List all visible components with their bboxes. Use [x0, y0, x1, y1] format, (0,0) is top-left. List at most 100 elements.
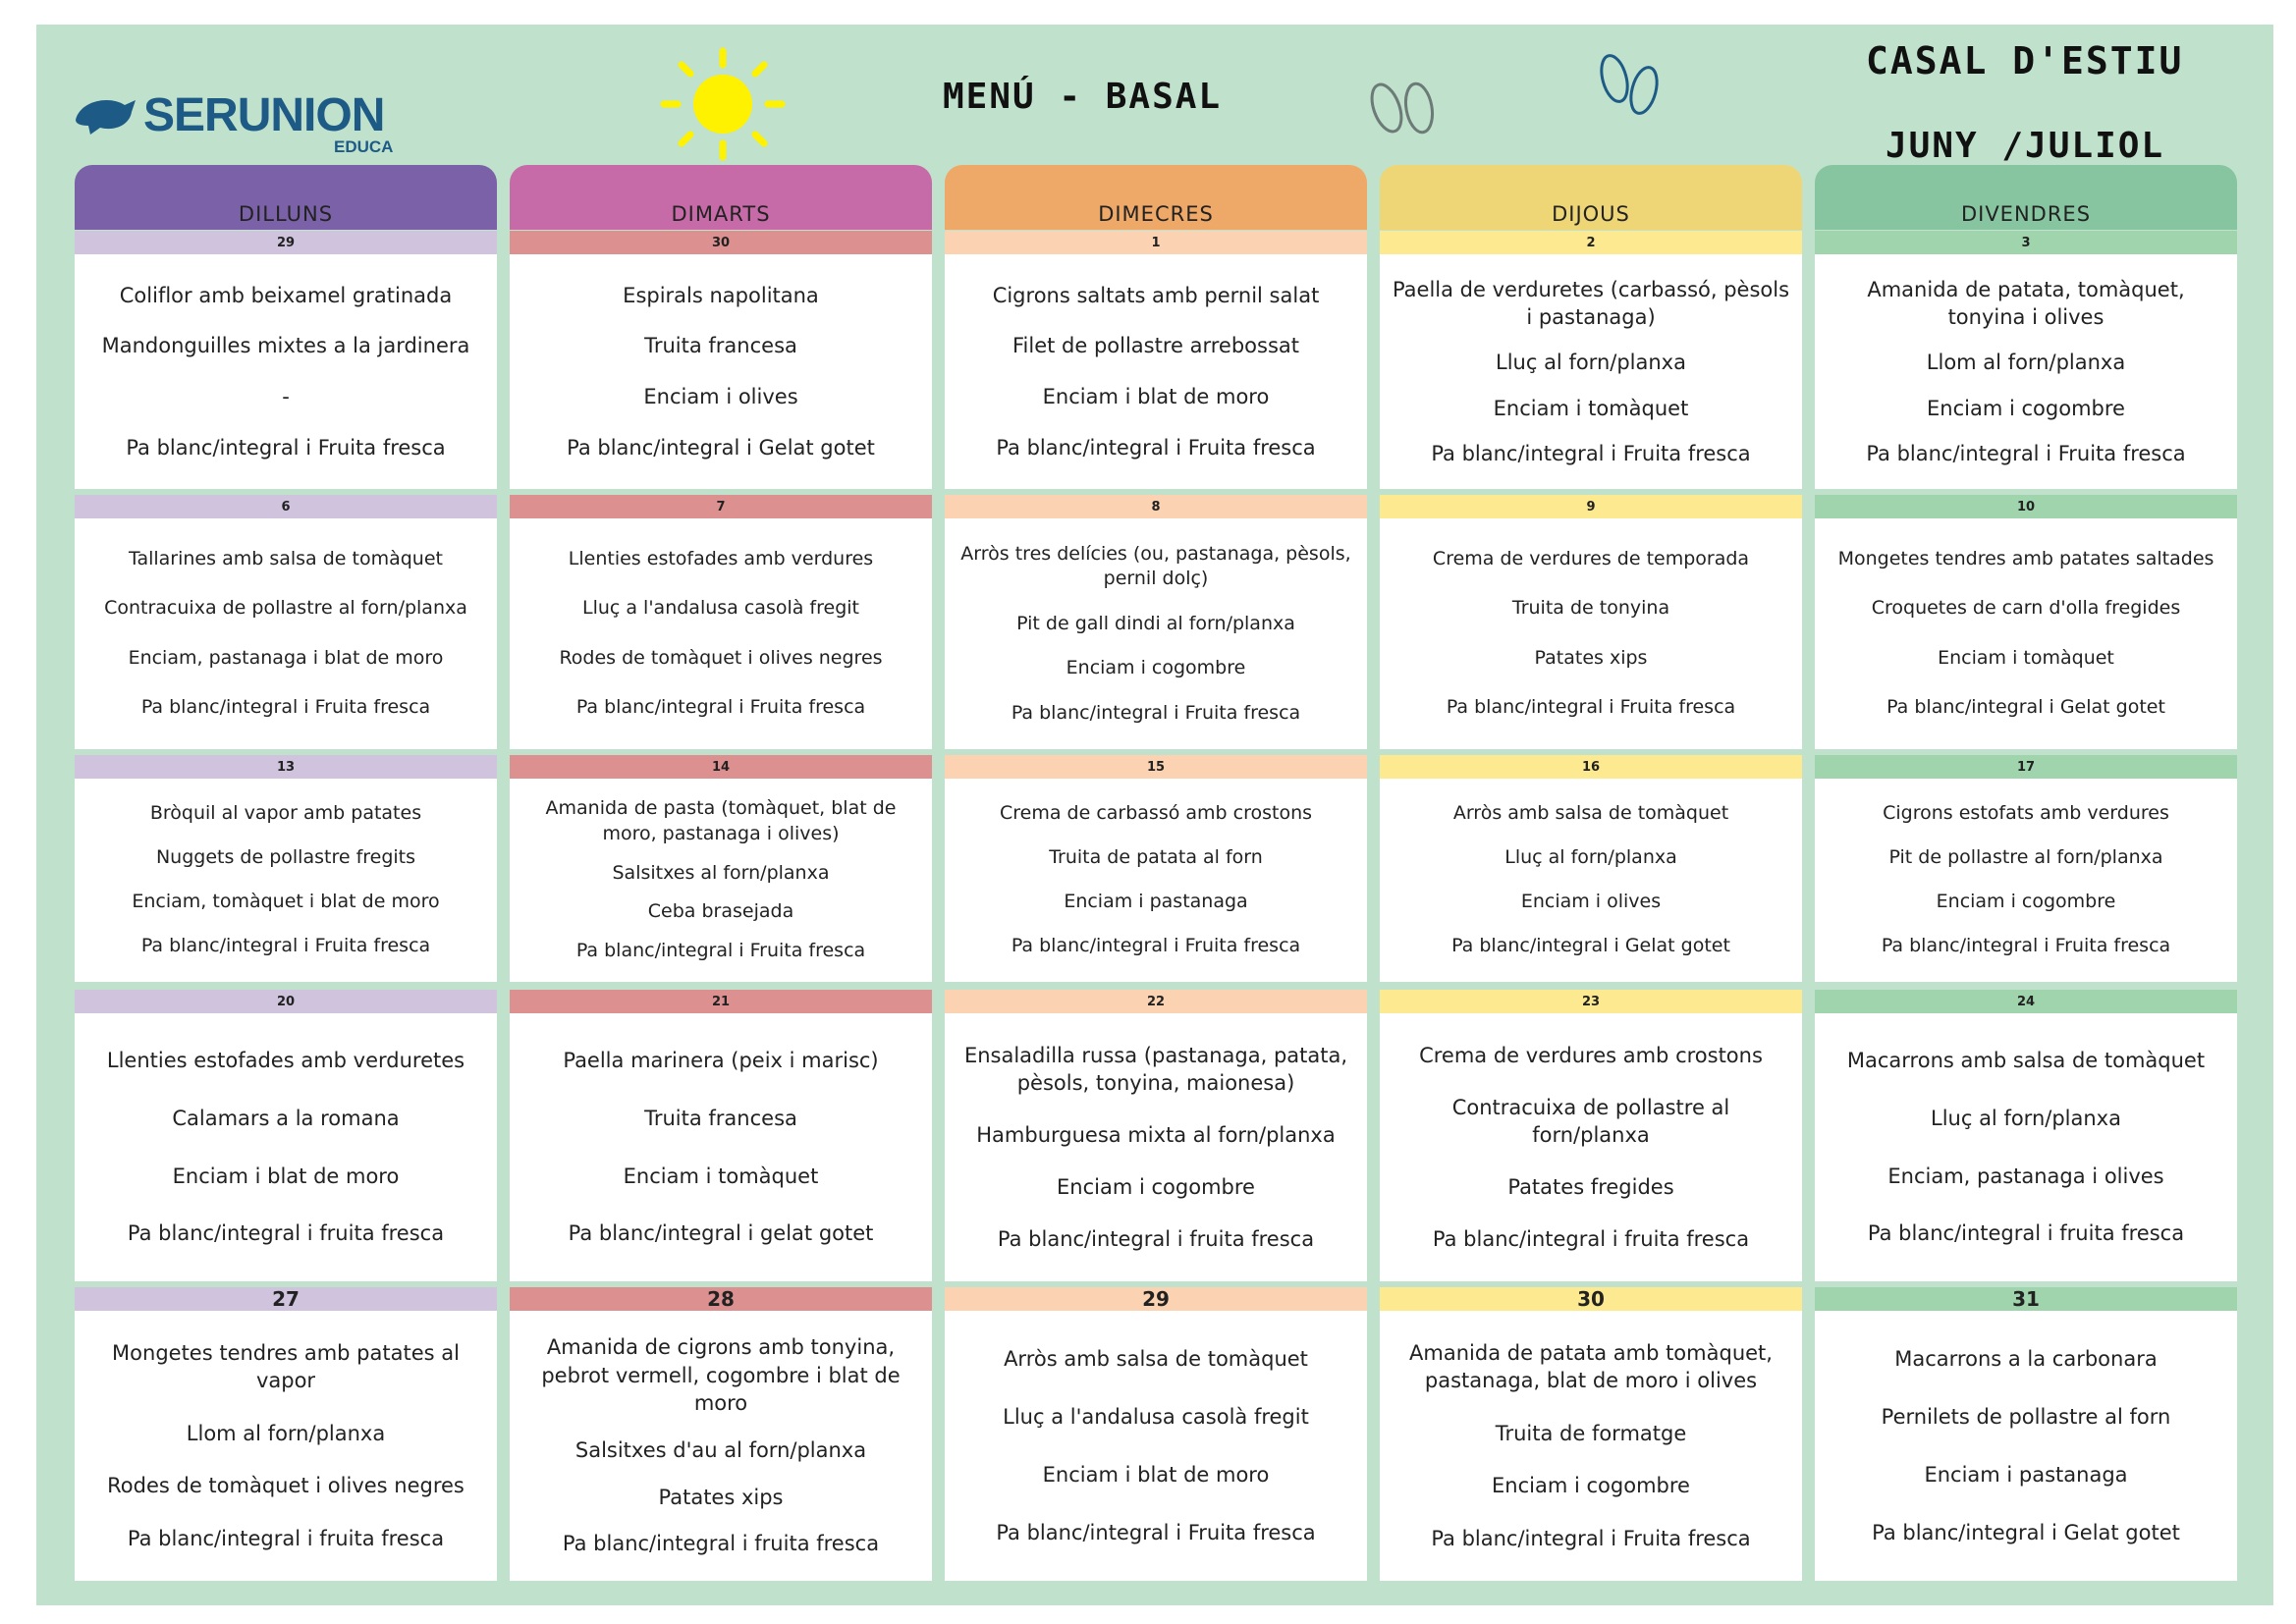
dish: Lluç al forn/planxa — [1504, 846, 1677, 869]
dish: Lluç al forn/planxa — [1931, 1106, 2121, 1130]
dish: Pa blanc/integral i Fruita fresca — [126, 436, 446, 460]
dish: Pa blanc/integral i Fruita fresca — [1011, 935, 1301, 957]
day-cell: Cigrons estofats amb verdures Pit de poll… — [1815, 779, 2237, 982]
dish: Pa blanc/integral i Fruita fresca — [1446, 696, 1736, 719]
dish: Pa blanc/integral i Gelat gotet — [1886, 696, 2165, 719]
dish: Pa blanc/integral i Fruita fresca — [996, 1520, 1316, 1544]
day-cell: Paella de verduretes (carbassó, pèsols i… — [1380, 254, 1802, 489]
dish: Pa blanc/integral i Gelat gotet — [567, 436, 875, 460]
dish: Enciam i cogombre — [1057, 1175, 1255, 1199]
date-bar: 30 — [510, 231, 932, 254]
dish: Rodes de tomàquet i olives negres — [107, 1474, 465, 1498]
dish: Pa blanc/integral i Fruita fresca — [140, 935, 431, 957]
dish: Salsitxes al forn/planxa — [612, 861, 830, 884]
day-header: DIMARTS — [510, 165, 932, 230]
date-bar: 24 — [1815, 990, 2237, 1013]
sun — [660, 47, 786, 161]
dish: Pa blanc/integral i fruita fresca — [1867, 1221, 2185, 1246]
date-bar: 28 — [510, 1287, 932, 1311]
dish: Pa blanc/integral i Fruita fresca — [1431, 441, 1751, 465]
day-cell: Mongetes tendres amb patates saltades Cro… — [1815, 518, 2237, 749]
dish: Lluç a l'andalusa casolà fregit — [581, 597, 859, 620]
dish: Enciam i cogombre — [1492, 1474, 1690, 1498]
day-cell: Tallarines amb salsa de tomàquet Contracu… — [75, 518, 497, 749]
day-header: DILLUNS — [75, 165, 497, 230]
dish: Enciam i tomàquet — [1493, 396, 1689, 420]
dish: Enciam, pastanaga i blat de moro — [128, 646, 444, 669]
date-bar: 27 — [75, 1287, 497, 1311]
date-bar: 30 — [1380, 1287, 1802, 1311]
flip-flops — [1370, 81, 1435, 135]
day-cell: Arròs amb salsa de tomàquet Lluç al forn/… — [1380, 779, 1802, 982]
dish: Crema de verdures amb crostons — [1419, 1043, 1763, 1067]
dish: Crema de carbassó amb crostons — [999, 802, 1313, 825]
dish: Amanida de patata, tomàquet, tonyina i o… — [1867, 277, 2185, 330]
dish: Croquetes de carn d'olla fregides — [1871, 597, 2181, 620]
day-cell: Ensaladilla russa (pastanaga, patata, pè… — [945, 1013, 1367, 1281]
day-cell: Cigrons saltats amb pernil salat Filet de… — [945, 254, 1367, 489]
dish: Truita de formatge — [1495, 1421, 1687, 1445]
date-bar: 31 — [1815, 1287, 2237, 1311]
day-cell: Amanida de pasta (tomàquet, blat de moro… — [510, 779, 932, 982]
flip-flops — [1600, 54, 1659, 115]
date-bar: 29 — [75, 231, 497, 254]
dish: Pa blanc/integral i Fruita fresca — [1011, 701, 1301, 724]
dish: Lluç al forn/planxa — [1496, 351, 1686, 375]
dish: Pernilets de pollastre al forn — [1881, 1404, 2171, 1429]
date-bar: 8 — [945, 495, 1367, 518]
day-cell: Amanida de patata, tomàquet, tonyina i o… — [1815, 254, 2237, 489]
date-bar: 13 — [75, 755, 497, 779]
date-bar: 9 — [1380, 495, 1802, 518]
day-cell: Crema de verdures de temporada Truita de … — [1380, 518, 1802, 749]
dish: Truita de patata al forn — [1049, 846, 1263, 869]
dish: Patates fregides — [1507, 1175, 1674, 1199]
dish: Patates xips — [1534, 646, 1648, 669]
day-cell: Coliflor amb beixamel gratinada Mandongui… — [75, 254, 497, 489]
dish: Paella marinera (peix i marisc) — [563, 1049, 879, 1073]
dish: Pa blanc/integral i fruita fresca — [997, 1227, 1315, 1251]
date-bar: 15 — [945, 755, 1367, 779]
day-header: DIMECRES — [945, 165, 1367, 230]
dish: Hamburguesa mixta al forn/planxa — [976, 1123, 1336, 1147]
dish: Arròs amb salsa de tomàquet — [1452, 802, 1729, 825]
day-cell: Mongetes tendres amb patates al vapor Llo… — [75, 1311, 497, 1581]
dish: - — [282, 385, 290, 409]
date-bar: 17 — [1815, 755, 2237, 779]
dish: Arròs amb salsa de tomàquet — [1004, 1346, 1308, 1371]
dish: Pa blanc/integral i gelat gotet — [568, 1221, 874, 1246]
dish: Cigrons estofats amb verdures — [1883, 802, 2169, 825]
day-cell: Espirals napolitana Truita francesa Enciam… — [510, 254, 932, 489]
logo-subtitle: EDUCA — [334, 137, 394, 156]
day-cell: Arròs tres delícies (ou, pastanaga, pèso… — [945, 518, 1367, 749]
dish: Tallarines amb salsa de tomàquet — [129, 547, 443, 569]
day-cell: Crema de verdures amb crostons Contracuix… — [1380, 1013, 1802, 1281]
dish: Mongetes tendres amb patates saltades — [1837, 547, 2214, 569]
dish: Arròs tres delícies (ou, pastanaga, pèso… — [960, 542, 1351, 590]
dish: Pit de pollastre al forn/planxa — [1888, 846, 2163, 869]
dish: Pa blanc/integral i Fruita fresca — [1866, 441, 2186, 465]
day-cell: Macarrons amb salsa de tomàquet Lluç al f… — [1815, 1013, 2237, 1281]
dish: Enciam i olives — [643, 385, 798, 409]
day-cell: Paella marinera (peix i marisc) Truita fr… — [510, 1013, 932, 1281]
dish: Ensaladilla russa (pastanaga, patata, pè… — [963, 1043, 1348, 1095]
dish: Truita francesa — [644, 334, 797, 358]
dish: Coliflor amb beixamel gratinada — [119, 283, 453, 307]
dish: Amanida de cigrons amb tonyina, pebrot v… — [541, 1335, 901, 1416]
dish: Enciam i tomàquet — [1938, 646, 2114, 669]
dish: Mongetes tendres amb patates al vapor — [112, 1341, 460, 1393]
date-bar: 16 — [1380, 755, 1802, 779]
dish: Ceba brasejada — [647, 900, 794, 923]
dish: Macarrons amb salsa de tomàquet — [1846, 1049, 2206, 1073]
dish: Amanida de pasta (tomàquet, blat de moro… — [545, 797, 897, 844]
date-bar: 1 — [945, 231, 1367, 254]
dish: Amanida de patata amb tomàquet, pastanag… — [1409, 1341, 1773, 1393]
dish: Espirals napolitana — [623, 283, 819, 307]
dish: Patates xips — [658, 1485, 784, 1509]
day-cell: Crema de carbassó amb crostons Truita de … — [945, 779, 1367, 982]
dish: Enciam i blat de moro — [1042, 385, 1270, 409]
dish: Enciam i cogombre — [1927, 396, 2125, 420]
dish: Enciam i pastanaga — [1064, 891, 1248, 913]
dish: Filet de pollastre arrebossat — [1011, 334, 1300, 358]
dish: Llom al forn/planxa — [186, 1421, 386, 1445]
